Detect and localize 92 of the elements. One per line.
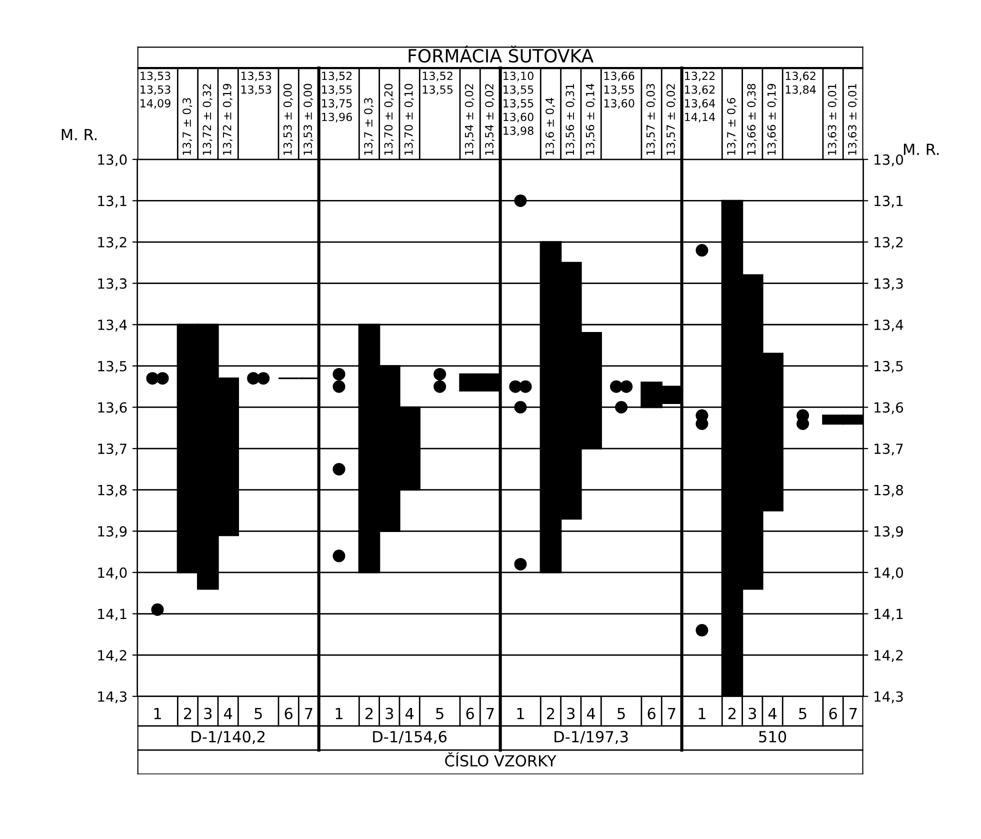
- x-tick-label: 4: [224, 708, 232, 720]
- y-tick-label: 13,4: [98, 320, 127, 332]
- y-tick-label: 13,7: [98, 444, 126, 456]
- x-tick-label: 2: [184, 708, 192, 720]
- y-tick-label: 14,2: [98, 650, 126, 662]
- text: 13,53 13,53 14,09: [140, 72, 170, 109]
- text: 13,7 ± 0,3: [182, 98, 192, 155]
- y2-tick-label: 13,1: [874, 196, 903, 208]
- y2-tick-label: 13,3: [874, 278, 903, 290]
- y-tick-label: 13,9: [98, 526, 127, 538]
- y-tick-label: 13,6: [98, 402, 127, 414]
- text: 13,72 ± 0,19: [222, 84, 232, 155]
- text: 13,70 ± 0,10: [404, 84, 414, 155]
- y-tick-label: 13,2: [98, 236, 126, 249]
- x-axis-title: ČÍSLO VZORKY: [445, 752, 556, 767]
- y-tick-label: 14,3: [98, 691, 127, 704]
- x-tick-label: 3: [567, 708, 575, 720]
- y2-tick-label: 13,7: [874, 444, 903, 456]
- text: 13,10 13,55 13,55 13,60 13,98: [504, 72, 534, 136]
- x-tick-label: 6: [284, 708, 292, 720]
- y-tick-label: 13,1: [98, 196, 126, 208]
- y2-axis-title: M. R.: [904, 144, 939, 155]
- text: 13,70 ± 0,20: [384, 84, 394, 155]
- x-tick-label: 7: [668, 708, 676, 720]
- text: 13,53 13,53: [241, 72, 272, 95]
- y-tick-label: 13,5: [98, 360, 126, 373]
- text: 13,52 13,55: [422, 72, 453, 95]
- y2-tick-label: 14,1: [874, 608, 903, 621]
- y2-tick-label: 13,8: [874, 484, 903, 497]
- x-tick-label: 6: [466, 708, 474, 720]
- text: 13,22 13,62 13,64 14,14: [685, 72, 715, 122]
- y-tick-label: 13,3: [98, 278, 127, 290]
- text: 13,54 ± 0,02: [464, 84, 474, 155]
- x-tick-label: 5: [254, 708, 262, 720]
- text: 13,66 ± 0,38: [747, 84, 757, 155]
- text: D-1/197,3: [554, 730, 628, 744]
- y2-tick-label: 13,4: [874, 320, 904, 332]
- x-tick-label: 3: [386, 708, 394, 720]
- y2-tick-label: 14,2: [874, 650, 903, 662]
- x-tick-label: 1: [336, 708, 342, 720]
- x-tick-label: 5: [618, 708, 625, 720]
- text: 13,53 ± 0,00: [283, 84, 293, 155]
- x-tick-label: 1: [154, 708, 161, 720]
- x-tick-label: 2: [546, 708, 554, 720]
- y2-tick-label: 14,3: [874, 691, 903, 704]
- y2-tick-label: 13,9: [874, 526, 903, 538]
- x-tick-label: 5: [799, 708, 806, 720]
- x-tick-label: 1: [517, 708, 524, 720]
- x-tick-label: 3: [748, 708, 756, 720]
- x-tick-label: 4: [405, 708, 414, 720]
- text: 13,66 ± 0,19: [767, 84, 777, 155]
- text: 13,6 ± 0,4: [546, 98, 556, 155]
- x-tick-label: 1: [698, 708, 706, 720]
- text: 13,7 ± 0,3: [364, 98, 374, 155]
- text: 13,53 ± 0,00: [304, 84, 314, 155]
- y2-tick-label: 13,0: [874, 154, 904, 166]
- text: 13,63 ± 0,01: [848, 84, 858, 155]
- text: 13,52 13,55 13,75 13,96: [322, 72, 352, 122]
- x-tick-label: 4: [586, 708, 596, 720]
- x-tick-label: 2: [365, 708, 373, 720]
- text: 13,72 ± 0,32: [202, 84, 212, 155]
- y2-tick-label: 13,6: [874, 402, 904, 414]
- y-tick-label: 14,0: [98, 567, 127, 580]
- y-axis-title: M. R.: [62, 128, 97, 140]
- text: 13,54 ± 0,02: [485, 84, 495, 155]
- x-tick-label: 5: [436, 708, 444, 720]
- x-tick-label: 6: [829, 708, 837, 720]
- y2-tick-label: 14,0: [874, 567, 904, 580]
- y-tick-label: 14,1: [98, 608, 126, 621]
- text: D-1/154,6: [373, 730, 447, 744]
- x-tick-label: 7: [850, 708, 857, 720]
- x-tick-label: 4: [768, 708, 777, 720]
- x-tick-label: 3: [204, 708, 212, 720]
- x-tick-label: 6: [648, 708, 656, 720]
- x-tick-label: 7: [486, 708, 494, 720]
- text: 13,57 ± 0,02: [666, 84, 676, 155]
- y2-tick-label: 13,5: [874, 360, 903, 373]
- text: 13,56 ± 0,14: [586, 84, 596, 155]
- x-tick-label: 7: [305, 708, 312, 720]
- text: D-1/140,2: [192, 730, 264, 744]
- text: 13,57 ± 0,03: [646, 84, 656, 155]
- chart-title: FORMÁCIA ŠUTOVKA: [408, 46, 594, 63]
- text: 13,56 ± 0,31: [566, 84, 576, 155]
- text: 510: [759, 730, 786, 742]
- text: 13,63 ± 0,01: [828, 84, 838, 155]
- y-tick-label: 13,0: [98, 154, 127, 166]
- text: 13,66 13,55 13,60: [604, 72, 634, 109]
- text: 13,7 ± 0,6: [727, 98, 737, 155]
- text: 13,62 13,84: [786, 72, 816, 95]
- y-tick-label: 13,8: [98, 484, 127, 497]
- y2-tick-label: 13,2: [874, 236, 903, 249]
- x-tick-label: 2: [728, 708, 736, 720]
